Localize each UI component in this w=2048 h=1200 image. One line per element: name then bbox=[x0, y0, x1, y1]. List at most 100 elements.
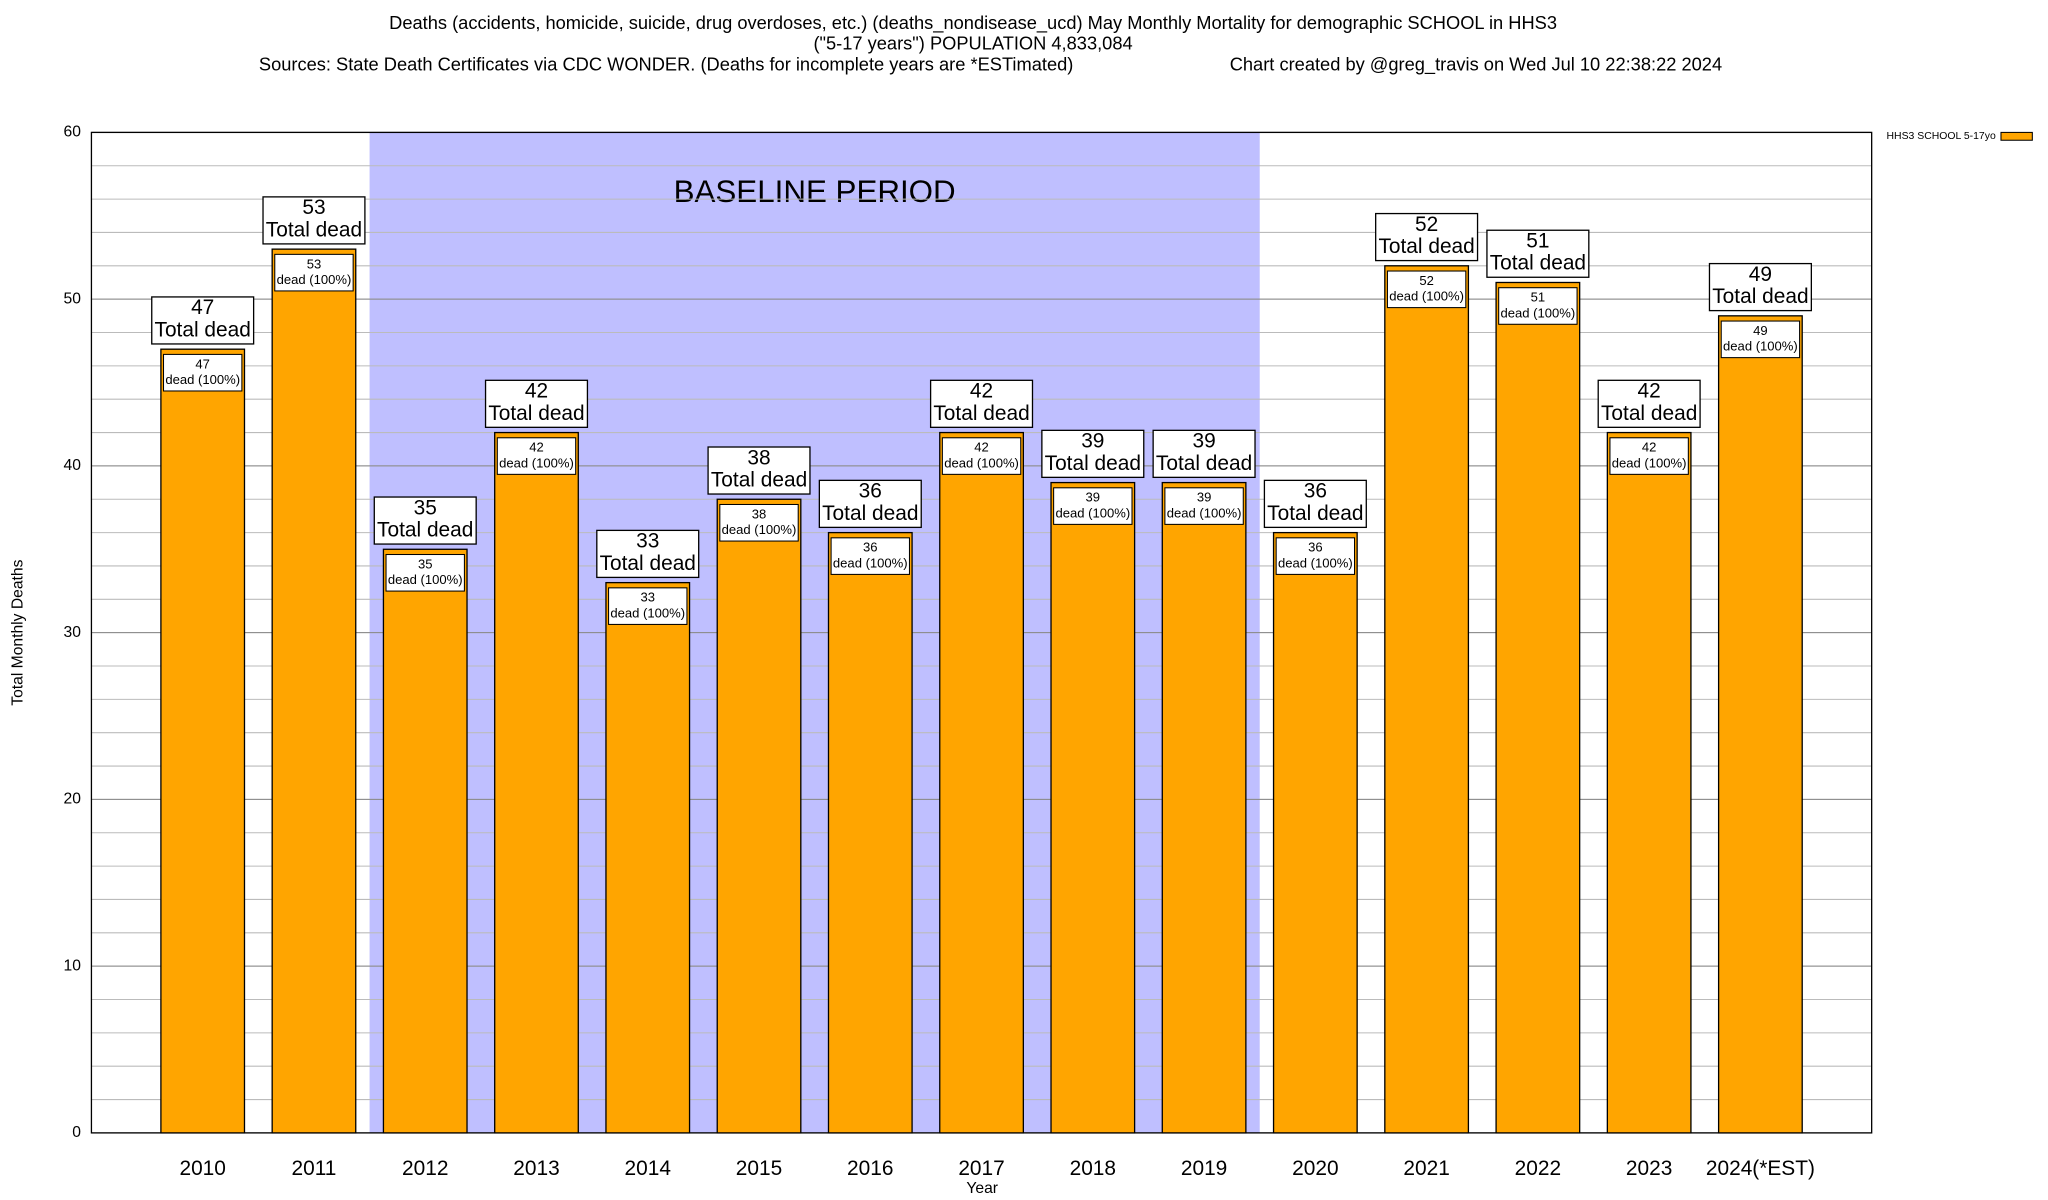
bar bbox=[605, 581, 691, 1134]
total-label: Total dead bbox=[711, 468, 807, 491]
segment-value-label: 52 bbox=[1419, 273, 1434, 288]
total-label: Total dead bbox=[822, 502, 918, 525]
x-tick-label: 2018 bbox=[1070, 1157, 1116, 1180]
total-value-label: 42 bbox=[525, 380, 548, 403]
x-tick-label: 2017 bbox=[958, 1157, 1004, 1180]
segment-label: dead (100%) bbox=[1055, 505, 1130, 520]
segment-label-box bbox=[385, 553, 465, 592]
y-tick-label: 50 bbox=[64, 290, 82, 307]
segment-label-box bbox=[1164, 487, 1244, 525]
total-label: Total dead bbox=[1378, 235, 1474, 258]
x-tick-label: 2012 bbox=[402, 1157, 448, 1180]
total-label-box bbox=[707, 446, 811, 495]
segment-label-box bbox=[1386, 270, 1467, 309]
x-tick-label: 2024(*EST) bbox=[1706, 1157, 1815, 1180]
legend-label: HHS3 SCHOOL 5-17yo bbox=[1887, 131, 1996, 142]
total-value-label: 49 bbox=[1749, 263, 1772, 286]
total-label: Total dead bbox=[1156, 452, 1252, 475]
total-label: Total dead bbox=[1601, 402, 1697, 425]
bar bbox=[1606, 431, 1692, 1134]
segment-value-label: 42 bbox=[529, 440, 544, 455]
x-tick-label: 2023 bbox=[1626, 1157, 1672, 1180]
total-label-box bbox=[373, 496, 477, 545]
segment-value-label: 38 bbox=[752, 506, 767, 521]
x-tick-label: 2013 bbox=[513, 1157, 559, 1180]
segment-label-box bbox=[1720, 320, 1801, 359]
bar bbox=[716, 498, 802, 1134]
chart-credit: Chart created by @greg_travis on Wed Jul… bbox=[1230, 54, 1722, 76]
bar bbox=[494, 431, 579, 1134]
x-tick-label: 2022 bbox=[1515, 1157, 1561, 1180]
segment-value-label: 39 bbox=[1197, 490, 1212, 505]
total-label: Total dead bbox=[155, 318, 251, 341]
segment-label-box bbox=[496, 437, 577, 475]
segment-value-label: 49 bbox=[1753, 323, 1768, 338]
segment-label-box bbox=[162, 353, 243, 392]
segment-value-label: 47 bbox=[195, 356, 210, 371]
total-label: Total dead bbox=[266, 218, 362, 241]
y-tick-label: 10 bbox=[64, 957, 82, 974]
x-tick-label: 2014 bbox=[625, 1157, 671, 1180]
segment-label-box bbox=[1053, 487, 1133, 525]
segment-label: dead (100%) bbox=[1612, 455, 1687, 470]
legend-swatch bbox=[2000, 131, 2033, 141]
bar bbox=[1272, 531, 1358, 1134]
total-value-label: 38 bbox=[747, 446, 770, 469]
total-value-label: 33 bbox=[636, 530, 659, 553]
total-label: Total dead bbox=[1045, 452, 1141, 475]
total-label-box bbox=[1708, 262, 1812, 312]
total-value-label: 42 bbox=[1638, 380, 1661, 403]
bar bbox=[382, 548, 468, 1134]
chart-title: Deaths (accidents, homicide, suicide, dr… bbox=[389, 12, 1557, 34]
bar bbox=[827, 531, 913, 1134]
segment-label-box bbox=[941, 437, 1022, 475]
segment-label: dead (100%) bbox=[1501, 305, 1576, 320]
segment-label: dead (100%) bbox=[388, 572, 463, 587]
segment-label-box bbox=[1609, 437, 1689, 475]
segment-value-label: 33 bbox=[640, 590, 655, 605]
bar bbox=[1161, 481, 1247, 1134]
total-label-box bbox=[1263, 479, 1367, 529]
segment-value-label: 36 bbox=[1308, 540, 1323, 555]
total-value-label: 39 bbox=[1192, 430, 1215, 453]
segment-label: dead (100%) bbox=[944, 455, 1019, 470]
total-label: Total dead bbox=[1490, 252, 1586, 275]
segment-label: dead (100%) bbox=[1723, 339, 1798, 354]
bar bbox=[1717, 315, 1803, 1134]
total-label-box bbox=[262, 196, 366, 245]
total-label-box bbox=[1152, 429, 1256, 479]
x-tick-label: 2015 bbox=[736, 1157, 782, 1180]
segment-value-label: 53 bbox=[307, 256, 322, 271]
y-axis-label: Total Monthly Deaths bbox=[9, 559, 26, 705]
y-tick-label: 20 bbox=[64, 791, 82, 808]
segment-label-box bbox=[830, 537, 910, 575]
bar bbox=[939, 431, 1024, 1134]
segment-value-label: 51 bbox=[1531, 290, 1546, 305]
segment-value-label: 36 bbox=[863, 540, 878, 555]
x-tick-label: 2019 bbox=[1181, 1157, 1227, 1180]
segment-label-box bbox=[1275, 537, 1356, 575]
total-value-label: 47 bbox=[191, 296, 214, 319]
chart-source: Sources: State Death Certificates via CD… bbox=[259, 54, 1073, 75]
total-value-label: 52 bbox=[1415, 213, 1438, 236]
y-tick-label: 30 bbox=[64, 624, 82, 641]
x-tick-label: 2011 bbox=[292, 1157, 337, 1180]
total-label: Total dead bbox=[600, 552, 696, 575]
total-label-box bbox=[596, 529, 700, 579]
total-label: Total dead bbox=[933, 402, 1029, 425]
total-value-label: 36 bbox=[859, 480, 882, 503]
bar bbox=[1050, 481, 1136, 1134]
x-tick-label: 2021 bbox=[1403, 1157, 1449, 1180]
segment-label: dead (100%) bbox=[499, 455, 574, 470]
segment-label: dead (100%) bbox=[1278, 555, 1353, 570]
y-tick-label: 60 bbox=[64, 124, 82, 141]
segment-label: dead (100%) bbox=[833, 555, 908, 570]
total-value-label: 51 bbox=[1526, 230, 1549, 253]
x-tick-label: 2020 bbox=[1292, 1157, 1338, 1180]
x-tick-label: 2010 bbox=[179, 1157, 225, 1180]
bar bbox=[1384, 265, 1470, 1134]
y-tick-label: 0 bbox=[72, 1124, 81, 1141]
total-value-label: 42 bbox=[970, 380, 993, 403]
chart-subtitle: ("5-17 years") POPULATION 4,833,084 bbox=[813, 33, 1132, 54]
